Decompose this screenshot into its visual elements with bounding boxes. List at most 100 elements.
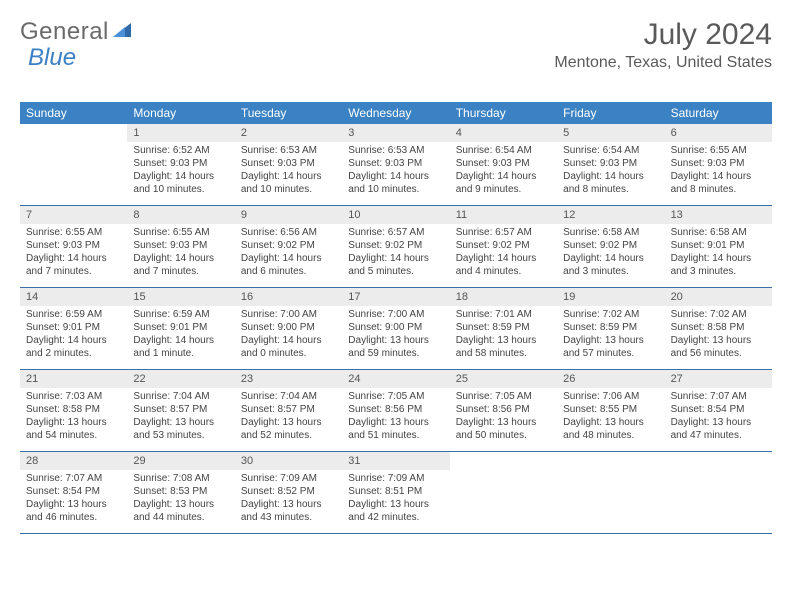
day-number: 28 [20,452,127,470]
daylight-text: Daylight: 13 hours and 51 minutes. [348,416,443,442]
sunrise-text: Sunrise: 6:58 AM [563,226,658,239]
logo-sail-icon [111,18,133,46]
sunset-text: Sunset: 9:02 PM [456,239,551,252]
day-body: Sunrise: 7:09 AMSunset: 8:51 PMDaylight:… [342,470,449,528]
day-number: 2 [235,124,342,142]
sunset-text: Sunset: 8:58 PM [671,321,766,334]
sunrise-text: Sunrise: 6:59 AM [133,308,228,321]
day-number [20,124,127,128]
day-body: Sunrise: 6:54 AMSunset: 9:03 PMDaylight:… [450,142,557,200]
daylight-text: Daylight: 13 hours and 58 minutes. [456,334,551,360]
day-body: Sunrise: 7:07 AMSunset: 8:54 PMDaylight:… [665,388,772,446]
day-body: Sunrise: 7:09 AMSunset: 8:52 PMDaylight:… [235,470,342,528]
sunset-text: Sunset: 9:03 PM [133,239,228,252]
sunrise-text: Sunrise: 7:06 AM [563,390,658,403]
week-row: 21Sunrise: 7:03 AMSunset: 8:58 PMDayligh… [20,370,772,452]
sunset-text: Sunset: 8:51 PM [348,485,443,498]
day-body: Sunrise: 6:59 AMSunset: 9:01 PMDaylight:… [20,306,127,364]
day-body: Sunrise: 7:04 AMSunset: 8:57 PMDaylight:… [127,388,234,446]
day-cell: 19Sunrise: 7:02 AMSunset: 8:59 PMDayligh… [557,288,664,369]
day-cell: 8Sunrise: 6:55 AMSunset: 9:03 PMDaylight… [127,206,234,287]
day-body: Sunrise: 6:59 AMSunset: 9:01 PMDaylight:… [127,306,234,364]
sunset-text: Sunset: 9:03 PM [241,157,336,170]
logo-blue-line: Blue [28,44,76,72]
day-cell: 31Sunrise: 7:09 AMSunset: 8:51 PMDayligh… [342,452,449,533]
sunrise-text: Sunrise: 6:58 AM [671,226,766,239]
daylight-text: Daylight: 14 hours and 8 minutes. [563,170,658,196]
day-header: Monday [127,102,234,124]
sunset-text: Sunset: 8:57 PM [241,403,336,416]
sunset-text: Sunset: 9:00 PM [241,321,336,334]
day-body: Sunrise: 6:52 AMSunset: 9:03 PMDaylight:… [127,142,234,200]
daylight-text: Daylight: 14 hours and 0 minutes. [241,334,336,360]
calendar: Sunday Monday Tuesday Wednesday Thursday… [20,102,772,534]
sunset-text: Sunset: 9:03 PM [133,157,228,170]
day-header: Saturday [665,102,772,124]
sunrise-text: Sunrise: 7:03 AM [26,390,121,403]
day-number: 14 [20,288,127,306]
day-body: Sunrise: 7:01 AMSunset: 8:59 PMDaylight:… [450,306,557,364]
sunrise-text: Sunrise: 6:55 AM [26,226,121,239]
sunrise-text: Sunrise: 6:55 AM [671,144,766,157]
sunrise-text: Sunrise: 7:05 AM [456,390,551,403]
sunrise-text: Sunrise: 7:07 AM [26,472,121,485]
sunrise-text: Sunrise: 7:05 AM [348,390,443,403]
day-number: 5 [557,124,664,142]
day-number: 3 [342,124,449,142]
day-cell: 16Sunrise: 7:00 AMSunset: 9:00 PMDayligh… [235,288,342,369]
daylight-text: Daylight: 13 hours and 46 minutes. [26,498,121,524]
day-body: Sunrise: 6:53 AMSunset: 9:03 PMDaylight:… [342,142,449,200]
header: General July 2024 Mentone, Texas, United… [20,18,772,72]
weeks-container: 1Sunrise: 6:52 AMSunset: 9:03 PMDaylight… [20,124,772,534]
day-number: 15 [127,288,234,306]
sunset-text: Sunset: 8:53 PM [133,485,228,498]
day-cell: 18Sunrise: 7:01 AMSunset: 8:59 PMDayligh… [450,288,557,369]
sunrise-text: Sunrise: 7:02 AM [671,308,766,321]
sunset-text: Sunset: 9:03 PM [456,157,551,170]
day-number: 6 [665,124,772,142]
day-header: Tuesday [235,102,342,124]
sunset-text: Sunset: 9:02 PM [563,239,658,252]
day-body: Sunrise: 6:58 AMSunset: 9:02 PMDaylight:… [557,224,664,282]
day-body: Sunrise: 6:56 AMSunset: 9:02 PMDaylight:… [235,224,342,282]
sunrise-text: Sunrise: 7:09 AM [348,472,443,485]
day-body: Sunrise: 7:05 AMSunset: 8:56 PMDaylight:… [450,388,557,446]
day-number: 19 [557,288,664,306]
sunset-text: Sunset: 9:02 PM [241,239,336,252]
day-number: 17 [342,288,449,306]
day-cell: 14Sunrise: 6:59 AMSunset: 9:01 PMDayligh… [20,288,127,369]
week-row: 14Sunrise: 6:59 AMSunset: 9:01 PMDayligh… [20,288,772,370]
daylight-text: Daylight: 14 hours and 7 minutes. [26,252,121,278]
sunrise-text: Sunrise: 7:01 AM [456,308,551,321]
day-body: Sunrise: 7:05 AMSunset: 8:56 PMDaylight:… [342,388,449,446]
day-body: Sunrise: 6:58 AMSunset: 9:01 PMDaylight:… [665,224,772,282]
day-header: Wednesday [342,102,449,124]
daylight-text: Daylight: 13 hours and 50 minutes. [456,416,551,442]
sunrise-text: Sunrise: 6:56 AM [241,226,336,239]
day-cell: 29Sunrise: 7:08 AMSunset: 8:53 PMDayligh… [127,452,234,533]
sunrise-text: Sunrise: 7:09 AM [241,472,336,485]
daylight-text: Daylight: 14 hours and 1 minute. [133,334,228,360]
sunrise-text: Sunrise: 6:57 AM [348,226,443,239]
daylight-text: Daylight: 13 hours and 53 minutes. [133,416,228,442]
day-cell: 21Sunrise: 7:03 AMSunset: 8:58 PMDayligh… [20,370,127,451]
daylight-text: Daylight: 14 hours and 2 minutes. [26,334,121,360]
day-cell: 24Sunrise: 7:05 AMSunset: 8:56 PMDayligh… [342,370,449,451]
day-number: 13 [665,206,772,224]
sunset-text: Sunset: 9:01 PM [133,321,228,334]
day-number: 12 [557,206,664,224]
sunset-text: Sunset: 9:03 PM [348,157,443,170]
day-cell [665,452,772,533]
sunset-text: Sunset: 9:01 PM [671,239,766,252]
day-body: Sunrise: 7:00 AMSunset: 9:00 PMDaylight:… [235,306,342,364]
day-header: Friday [557,102,664,124]
day-cell [20,124,127,205]
week-row: 28Sunrise: 7:07 AMSunset: 8:54 PMDayligh… [20,452,772,534]
day-cell [557,452,664,533]
day-number: 21 [20,370,127,388]
daylight-text: Daylight: 14 hours and 10 minutes. [241,170,336,196]
day-number: 10 [342,206,449,224]
day-cell [450,452,557,533]
day-cell: 5Sunrise: 6:54 AMSunset: 9:03 PMDaylight… [557,124,664,205]
sunrise-text: Sunrise: 6:53 AM [348,144,443,157]
